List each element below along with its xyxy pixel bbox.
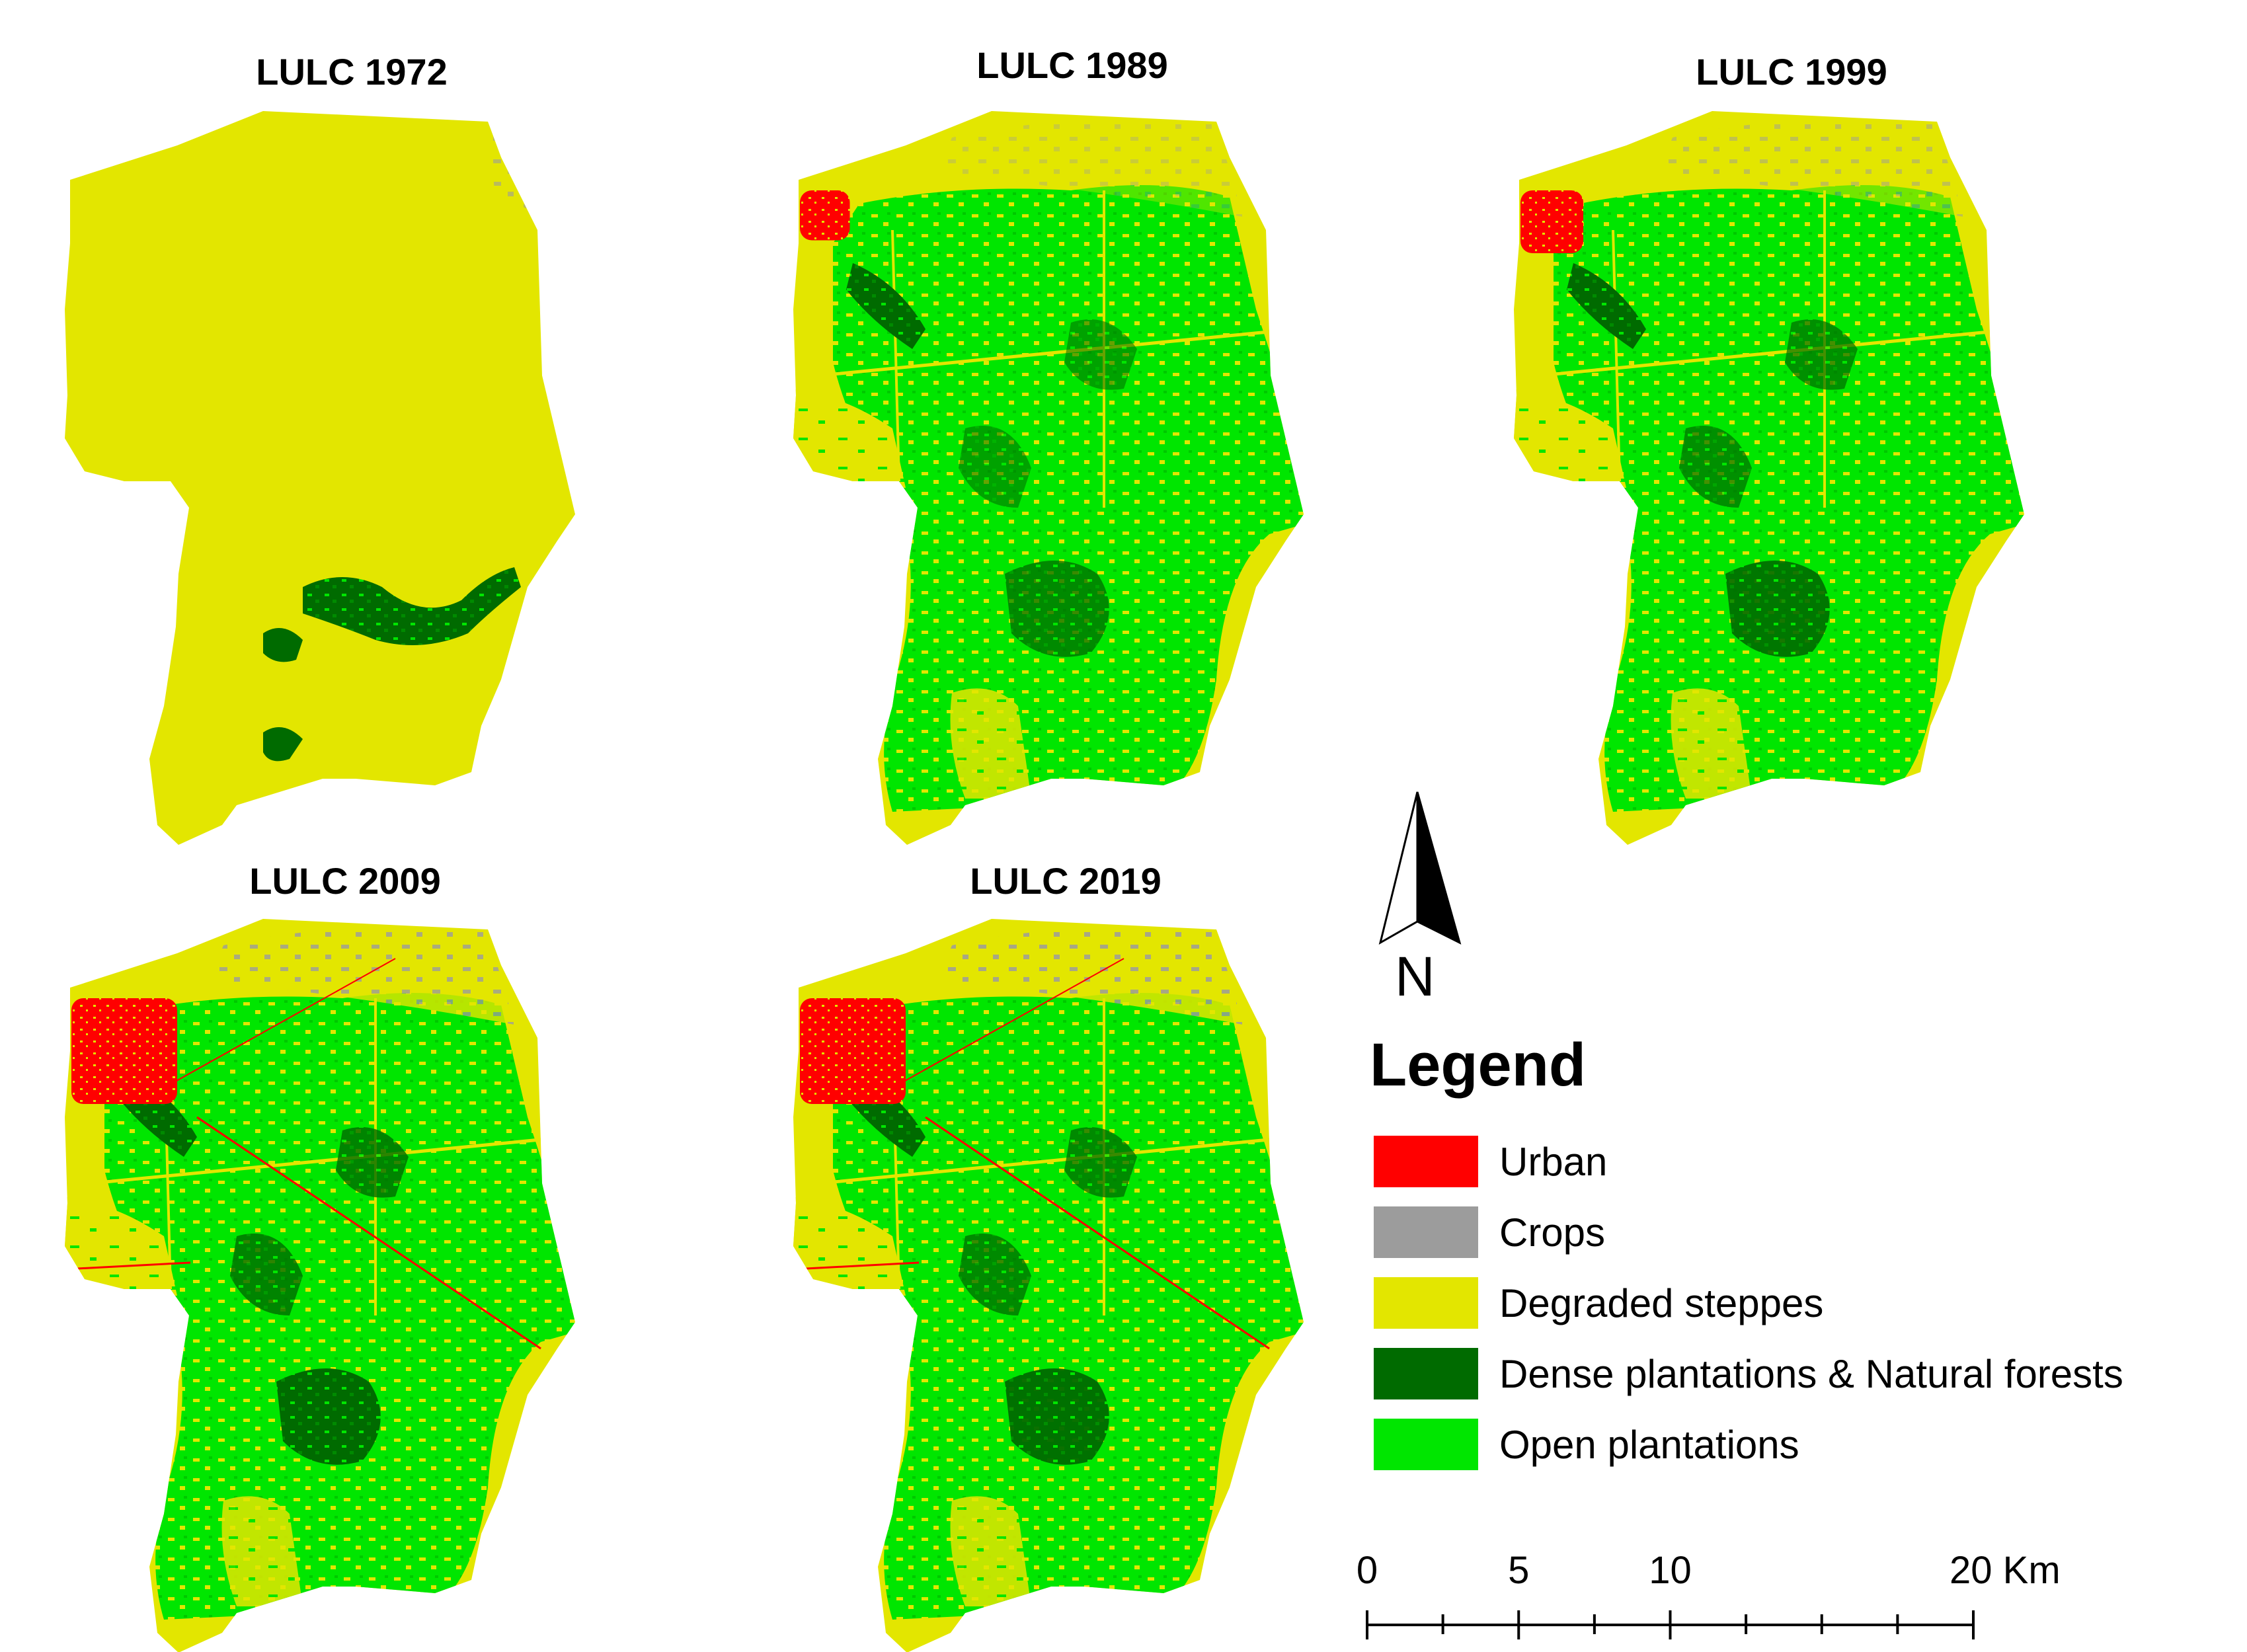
legend-label: Dense plantations & Natural forests <box>1499 1352 2123 1396</box>
steppe-remnant <box>1671 688 1752 799</box>
north-arrow: N <box>1378 791 1462 1007</box>
dense-plantation-patch <box>230 1234 303 1316</box>
dense-plantation-patch <box>276 1368 381 1465</box>
legend: Legend Urban Crops Degraded steppes Dense p… <box>1370 1031 2123 1470</box>
crops-area <box>939 927 1243 1025</box>
dense-plantation-patch <box>1005 1368 1109 1465</box>
steppe-remnant <box>950 688 1031 799</box>
crops-area <box>210 927 514 1025</box>
land-cover-1999 <box>1514 120 2024 812</box>
urban-area <box>800 998 906 1104</box>
crops-area <box>1659 120 1963 217</box>
land-cover-2009 <box>65 927 575 1620</box>
legend-item: Urban <box>1374 1136 1607 1187</box>
urban-road <box>793 1261 920 1271</box>
land-cover-2019 <box>793 927 1304 1620</box>
steppe-remnant <box>65 1197 177 1296</box>
legend-items: Urban Crops Degraded steppes Dense plantati… <box>1374 1136 2123 1470</box>
map-panel-2019: LULC 2019 <box>793 860 1304 1652</box>
road-line <box>91 1135 568 1185</box>
road-line <box>819 1135 1296 1185</box>
degraded-steppe-area <box>65 111 575 845</box>
dense-plantation-patch <box>1005 561 1109 657</box>
panel-title-1972: LULC 1972 <box>256 51 447 93</box>
open-plantations-area <box>833 993 1304 1620</box>
scale-label: 0 <box>1357 1549 1378 1592</box>
dense-plantation-patch <box>1679 426 1752 508</box>
dense-plantation-patch <box>846 263 926 349</box>
legend-item: Crops <box>1374 1206 1605 1258</box>
steppe-remnant <box>1514 389 1626 488</box>
dense-plantation-patch <box>1064 319 1137 390</box>
panel-title-1989: LULC 1989 <box>976 44 1167 86</box>
steppe-remnant <box>793 389 906 488</box>
open-plantations-area <box>1554 185 2024 812</box>
dense-plantation-patch <box>1064 1127 1137 1198</box>
map-2009 <box>65 919 575 1652</box>
map-panel-2009: LULC 2009 <box>65 860 575 1652</box>
map-1999 <box>1514 111 2024 845</box>
urban-area <box>71 998 177 1104</box>
dense-forest-patch <box>263 628 303 662</box>
legend-item: Open plantations <box>1374 1419 1799 1470</box>
map-1972 <box>65 111 575 845</box>
road-line <box>1612 229 1621 482</box>
map-2019 <box>793 919 1304 1652</box>
legend-label: Crops <box>1499 1210 1605 1255</box>
road-line <box>891 229 900 482</box>
road-line <box>1540 327 2017 377</box>
map-panel-1989: LULC 1989 <box>793 44 1304 845</box>
map-panel-1972: LULC 1972 <box>65 51 575 845</box>
urban-road <box>898 958 1124 1085</box>
steppe-remnant <box>793 1197 906 1296</box>
land-cover-1989 <box>793 120 1304 812</box>
road-line <box>819 327 1296 377</box>
map-panel-1999: LULC 1999 <box>1514 51 2024 845</box>
map-1989 <box>793 111 1304 845</box>
open-plantations-area <box>833 185 1304 812</box>
crops-area <box>939 120 1243 217</box>
panel-title-2019: LULC 2019 <box>970 860 1161 902</box>
dense-plantation-patch <box>336 1127 409 1198</box>
steppe-remnant <box>950 1496 1031 1606</box>
urban-road <box>196 1116 541 1350</box>
dense-plantation-patch <box>959 1234 1031 1316</box>
legend-title: Legend <box>1370 1031 1586 1099</box>
legend-swatch <box>1374 1277 1478 1329</box>
north-arrow-right-half <box>1416 791 1462 945</box>
scale-label: 20 Km <box>1950 1549 2061 1592</box>
legend-item: Dense plantations & Natural forests <box>1374 1348 2123 1399</box>
legend-swatch <box>1374 1136 1478 1187</box>
urban-road <box>170 958 396 1085</box>
panel-title-2009: LULC 2009 <box>249 860 440 902</box>
urban-area <box>1520 190 1583 253</box>
dense-plantation-patch <box>1725 561 1830 657</box>
legend-item: Degraded steppes <box>1374 1277 1823 1329</box>
scale-label: 10 <box>1649 1549 1692 1592</box>
legend-swatch <box>1374 1206 1478 1258</box>
legend-swatch <box>1374 1419 1478 1470</box>
panel-title-1999: LULC 1999 <box>1696 51 1887 93</box>
map-panels: LULC 1972 LULC 1989 LULC 1999 LULC 2009 LULC… <box>65 44 2024 1652</box>
open-plantations-area <box>104 993 575 1620</box>
scale-label: 5 <box>1508 1549 1529 1592</box>
urban-area <box>800 190 850 241</box>
dense-plantation-patch <box>1567 263 1646 349</box>
dense-plantation-patch <box>959 426 1031 508</box>
legend-label: Urban <box>1499 1140 1607 1184</box>
steppe-remnant <box>221 1496 303 1606</box>
legend-label: Degraded steppes <box>1499 1281 1823 1325</box>
dense-forest-patch <box>303 567 521 645</box>
legend-swatch <box>1374 1348 1478 1399</box>
north-arrow-left-half <box>1378 791 1419 945</box>
legend-label: Open plantations <box>1499 1423 1799 1467</box>
urban-road <box>925 1116 1270 1350</box>
dense-forest-patch <box>263 727 303 762</box>
urban-road <box>65 1261 191 1271</box>
scale-bar: 0 5 10 20 Km <box>1357 1549 2061 1639</box>
dense-plantation-patch <box>1785 319 1858 390</box>
north-label: N <box>1395 945 1435 1007</box>
